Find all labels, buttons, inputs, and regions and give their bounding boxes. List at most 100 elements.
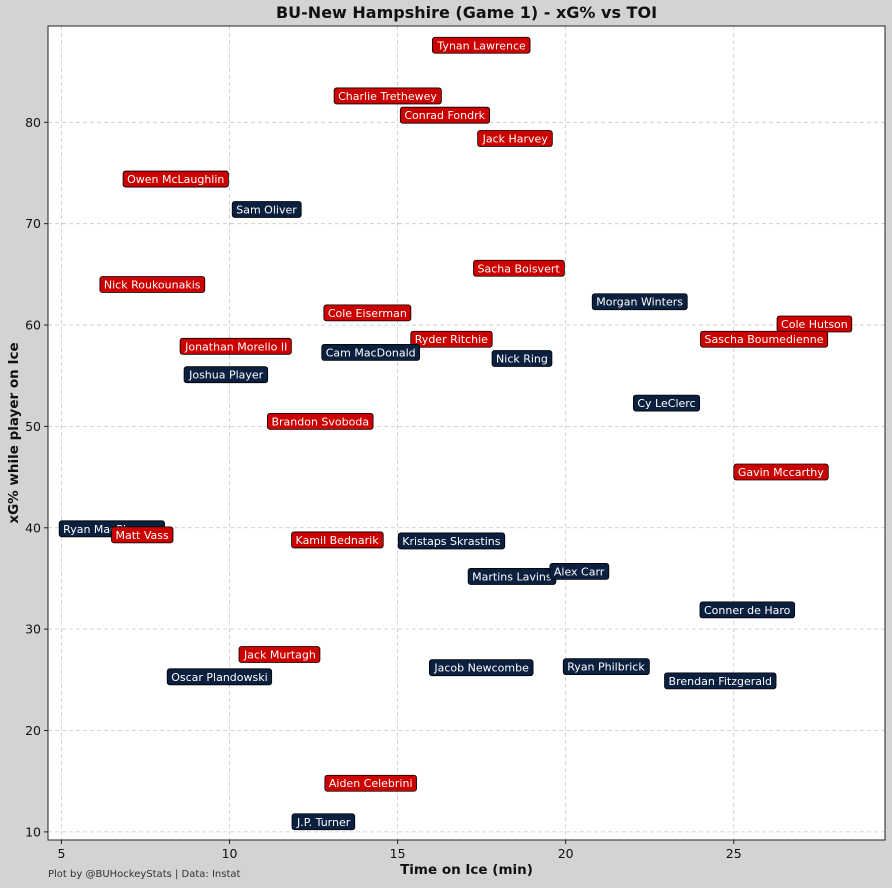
data-point-label: Kamil Bednarik	[296, 534, 380, 547]
data-point-label: Ryan Philbrick	[567, 661, 645, 674]
data-point-box	[664, 672, 777, 690]
data-point: Jack Murtagh	[238, 646, 321, 663]
x-tick-label: 10	[222, 846, 238, 861]
data-point: Morgan Winters	[591, 293, 688, 311]
data-point: Jack Harvey	[477, 130, 553, 147]
data-point-label: Conrad Fondrk	[404, 109, 485, 122]
x-tick-label: 15	[390, 846, 406, 861]
credit-text: Plot by @BUHockeyStats | Data: Instat	[48, 869, 241, 880]
data-point-label: Matt Vass	[116, 529, 169, 542]
data-point-label: Sam Oliver	[236, 203, 297, 216]
data-point-box	[397, 532, 506, 550]
data-point: J.P. Turner	[291, 813, 356, 831]
data-point-label: Morgan Winters	[596, 296, 683, 309]
data-point: Conrad Fondrk	[399, 106, 490, 124]
data-point-label: Jonathan Morello II	[184, 340, 287, 353]
data-point: Oscar Plandowski	[166, 668, 273, 686]
data-point-box	[410, 330, 493, 348]
data-point-box	[122, 170, 229, 188]
data-point-box	[562, 658, 650, 676]
data-point-box	[428, 659, 534, 677]
data-point: Jacob Newcombe	[428, 659, 534, 677]
data-point: Conner de Haro	[699, 601, 796, 619]
data-point-box	[473, 259, 565, 277]
data-point-box	[399, 106, 490, 124]
y-tick-label: 30	[25, 622, 41, 637]
plot-frame	[47, 25, 886, 841]
data-point: Brendan Fitzgerald	[664, 672, 777, 690]
data-point: Sascha Boumedienne	[700, 330, 829, 348]
data-point-label: Joshua Player	[188, 369, 264, 382]
data-point-label: Gavin Mccarthy	[738, 466, 824, 479]
data-point-box	[632, 394, 701, 412]
data-point-box	[432, 36, 531, 54]
data-point-box	[549, 562, 610, 580]
data-point: Cole Eiserman	[323, 304, 412, 322]
data-point-box	[231, 201, 302, 218]
data-point-label: Tynan Lawrence	[436, 39, 526, 52]
data-point-label: Sascha Boumedienne	[705, 333, 824, 346]
data-point-box	[491, 350, 553, 367]
data-point: Ryder Ritchie	[410, 330, 493, 348]
data-point-label: Oscar Plandowski	[171, 671, 267, 684]
data-point-box	[291, 813, 356, 831]
x-tick-label: 20	[558, 846, 574, 861]
data-point-label: Cy LeClerc	[637, 397, 695, 410]
data-point-label: Martins Lavins	[472, 570, 552, 583]
data-point-box	[477, 130, 553, 147]
data-point-label: Alex Carr	[554, 565, 605, 578]
data-point-box	[323, 304, 412, 322]
data-point-label: Brendan Fitzgerald	[669, 675, 772, 688]
data-point-label: Nick Ring	[496, 352, 548, 365]
data-point: Gavin Mccarthy	[733, 463, 829, 481]
chart-title: BU-New Hampshire (Game 1) - xG% vs TOI	[275, 3, 658, 22]
data-point: Aiden Celebrini	[324, 774, 417, 792]
data-point-label: Jack Murtagh	[243, 648, 316, 661]
data-point-label: Jacob Newcombe	[433, 662, 529, 675]
data-point: Martins Lavins	[467, 568, 557, 585]
data-point-label: Conner de Haro	[704, 604, 791, 617]
x-axis-label: Time on Ice (min)	[400, 862, 533, 878]
data-point-box	[733, 463, 829, 481]
y-tick-label: 80	[25, 115, 41, 130]
data-point: Tynan Lawrence	[432, 36, 531, 54]
data-point-box	[238, 646, 321, 663]
data-point-box	[179, 337, 292, 355]
data-point: Owen McLaughlin	[122, 170, 229, 188]
data-point-label: J.P. Turner	[296, 816, 351, 829]
data-point: Kamil Bednarik	[291, 531, 384, 549]
y-tick-label: 60	[25, 318, 41, 333]
data-point-box	[166, 668, 273, 686]
data-point: Cole Hutson	[776, 315, 853, 333]
data-point-box	[324, 774, 417, 792]
x-tick-label: 25	[726, 846, 742, 861]
data-point-box	[111, 526, 174, 544]
data-point: Joshua Player	[183, 366, 269, 384]
data-point: Brandon Svoboda	[267, 412, 374, 430]
data-point: Charlie Trethewey	[333, 87, 442, 105]
data-point-label: Sacha Boisvert	[478, 262, 561, 275]
y-tick-label: 70	[25, 216, 41, 231]
data-point-box	[591, 293, 688, 311]
data-point-label: Jack Harvey	[482, 133, 549, 146]
data-point: Alex Carr	[549, 562, 610, 580]
data-point: Cy LeClerc	[632, 394, 701, 412]
data-point: Kristaps Skrastins	[397, 532, 506, 550]
data-point-label: Aiden Celebrini	[329, 777, 413, 790]
data-point-label: Kristaps Skrastins	[402, 535, 500, 548]
data-point-label: Charlie Trethewey	[338, 90, 437, 103]
data-point-label: Brandon Svoboda	[271, 415, 369, 428]
x-tick-label: 5	[57, 846, 65, 861]
y-tick-label: 50	[25, 419, 41, 434]
data-point-label: Nick Roukounakis	[104, 278, 201, 291]
data-point-label: Cole Hutson	[781, 318, 848, 331]
data-point: Nick Roukounakis	[99, 276, 206, 293]
data-point-label: Cole Eiserman	[328, 307, 407, 320]
data-point-box	[700, 330, 829, 348]
data-point-label: Owen McLaughlin	[127, 173, 224, 186]
data-point-box	[699, 601, 796, 619]
data-point-label: Ryder Ritchie	[415, 333, 488, 346]
data-point-box	[291, 531, 384, 549]
